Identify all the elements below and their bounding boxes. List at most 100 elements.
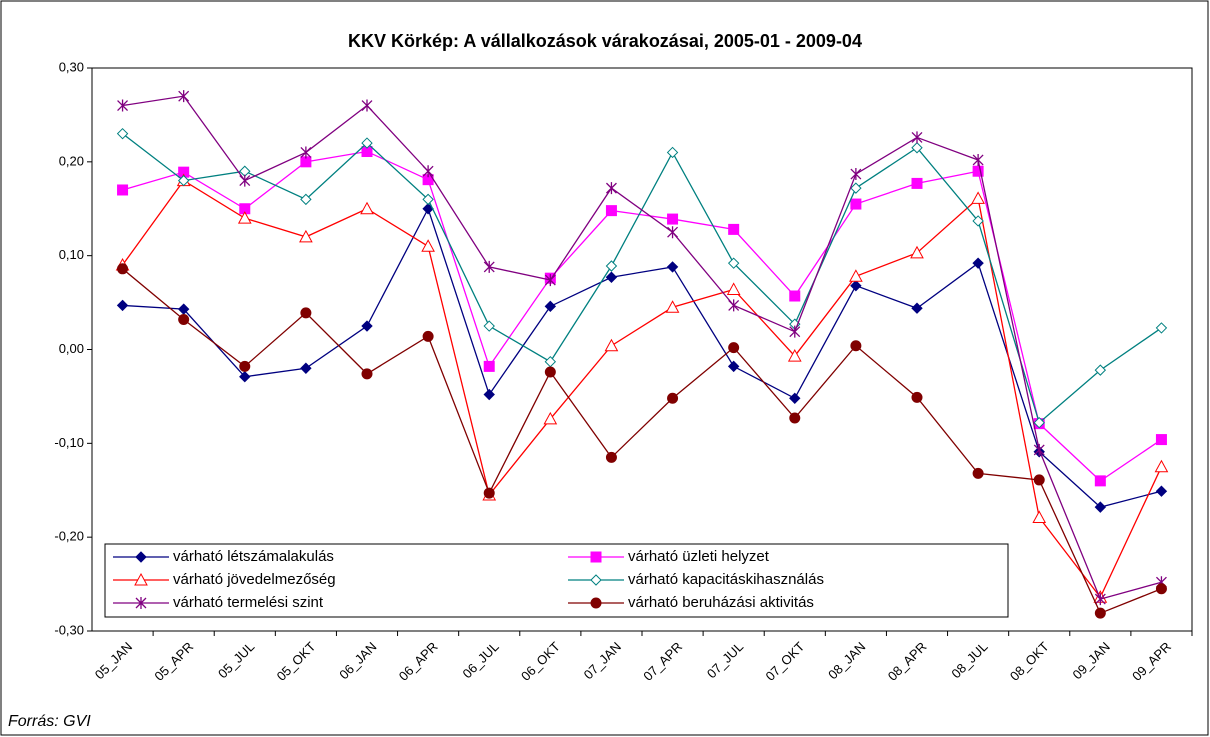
series	[116, 203, 1168, 513]
legend-label: várható létszámalakulás	[173, 548, 334, 565]
marker	[361, 320, 373, 332]
marker	[850, 168, 862, 181]
legend-label: várható kapacitáskihasználás	[628, 571, 824, 588]
marker	[361, 99, 373, 112]
marker	[1033, 443, 1045, 456]
marker	[666, 146, 679, 159]
marker	[971, 191, 985, 204]
marker	[300, 362, 312, 374]
marker	[972, 467, 984, 479]
legend-box	[104, 543, 1009, 618]
series-line	[122, 150, 1162, 482]
marker	[787, 349, 802, 362]
marker	[1094, 607, 1106, 619]
legend-marker	[135, 597, 147, 609]
legend-marker	[590, 597, 602, 609]
y-tick-label: 0,20	[59, 153, 84, 168]
marker	[1094, 501, 1107, 513]
marker	[605, 451, 617, 463]
marker	[972, 165, 984, 177]
marker	[177, 174, 190, 187]
marker	[849, 269, 863, 282]
legend-label: várható beruházási aktivitás	[628, 594, 814, 611]
marker	[789, 392, 801, 405]
series-line	[122, 268, 1162, 615]
marker	[483, 388, 495, 401]
marker	[728, 342, 740, 354]
marker	[361, 368, 373, 380]
marker	[1033, 474, 1045, 486]
marker	[728, 223, 740, 235]
marker	[543, 411, 558, 425]
marker	[665, 300, 680, 313]
marker	[117, 184, 129, 196]
marker	[911, 391, 923, 403]
marker	[726, 282, 741, 295]
series-line	[122, 95, 1162, 600]
marker	[483, 487, 495, 499]
marker	[544, 300, 557, 313]
legend-marker	[590, 574, 602, 586]
marker	[483, 320, 495, 332]
y-tick-label: -0,10	[54, 435, 84, 450]
legend-marker	[135, 551, 147, 563]
marker	[1155, 485, 1168, 497]
legend-marker	[134, 572, 148, 586]
marker	[300, 193, 312, 206]
marker	[972, 215, 984, 227]
y-tick-label: 0,00	[59, 341, 84, 356]
source-note: Forrás: GVI	[8, 713, 91, 730]
marker	[483, 360, 495, 372]
series-line	[122, 207, 1162, 508]
marker	[789, 290, 801, 302]
series	[117, 263, 1167, 619]
marker	[1155, 322, 1168, 334]
marker	[361, 137, 373, 149]
marker	[117, 99, 129, 112]
marker	[850, 340, 862, 352]
marker	[239, 360, 251, 372]
marker	[178, 313, 190, 325]
marker	[483, 260, 495, 273]
marker	[544, 366, 556, 378]
y-tick-label: -0,20	[54, 529, 84, 544]
marker	[789, 325, 801, 338]
series-line	[122, 133, 1162, 424]
marker	[667, 213, 679, 225]
marker	[789, 412, 801, 424]
y-tick-label: 0,30	[59, 59, 84, 74]
legend-label: várható üzleti helyzet	[628, 548, 770, 565]
marker	[972, 257, 984, 269]
marker	[300, 307, 312, 319]
marker	[299, 229, 313, 243]
marker	[117, 263, 129, 275]
marker	[850, 198, 862, 210]
marker	[1032, 510, 1047, 523]
marker	[911, 177, 923, 189]
chart-title: KKV Körkép: A vállalkozások várakozásai,…	[348, 31, 862, 51]
marker	[300, 146, 312, 159]
marker	[239, 174, 251, 187]
marker	[911, 131, 923, 144]
marker	[1155, 583, 1167, 595]
marker	[1154, 459, 1169, 473]
y-tick-label: 0,10	[59, 247, 84, 262]
marker	[667, 392, 679, 404]
marker	[422, 330, 434, 342]
marker	[850, 279, 862, 292]
marker	[666, 261, 679, 273]
marker	[116, 299, 129, 312]
marker	[728, 299, 740, 312]
marker	[1155, 434, 1167, 446]
marker	[911, 142, 923, 154]
marker	[667, 226, 679, 239]
marker	[850, 182, 862, 194]
marker	[239, 371, 251, 383]
marker	[604, 338, 619, 352]
marker	[237, 211, 252, 224]
marker	[544, 274, 556, 287]
marker	[1094, 364, 1107, 376]
marker	[360, 201, 374, 215]
